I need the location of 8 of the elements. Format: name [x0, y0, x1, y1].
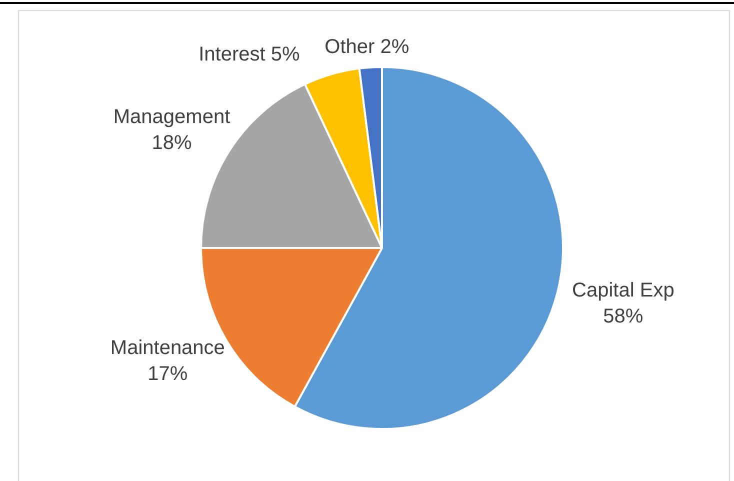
slice-label: Maintenance: [110, 337, 225, 360]
slice-label: Management: [113, 106, 231, 128]
data-label: 58%: [603, 305, 644, 328]
slice-label: Other 2%: [324, 36, 410, 58]
data-label: 17%: [148, 363, 188, 386]
data-label: 18%: [152, 132, 192, 154]
slice-label: Capital Exp: [572, 279, 674, 302]
slice-label: Interest 5%: [198, 43, 300, 66]
